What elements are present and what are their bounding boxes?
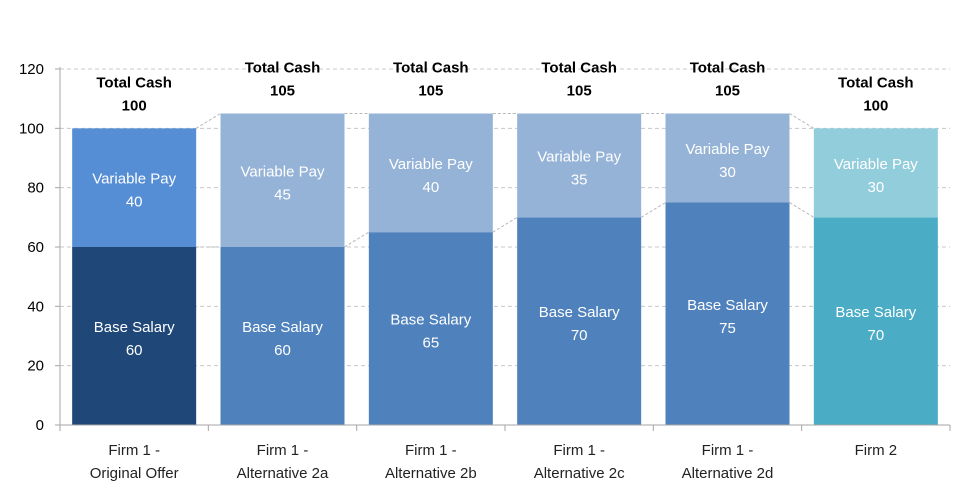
y-tick-label: 120 <box>19 61 44 78</box>
variable-pay-label: Variable Pay <box>241 163 325 180</box>
base-salary-value: 60 <box>126 342 143 359</box>
x-category-label: Original Offer <box>90 465 179 482</box>
x-category-label: Firm 1 - <box>405 442 457 459</box>
axes <box>55 67 951 431</box>
variable-pay-bar <box>813 128 938 218</box>
x-category-label: Alternative 2b <box>385 465 477 482</box>
base-salary-value: 75 <box>719 320 736 337</box>
y-tick-label: 60 <box>27 239 44 256</box>
connector-line <box>344 231 370 248</box>
base-salary-value: 70 <box>867 327 884 344</box>
base-salary-bar <box>665 202 790 425</box>
gridlines <box>60 68 950 367</box>
variable-pay-value: 35 <box>571 171 588 188</box>
total-cash-value: 100 <box>863 97 888 114</box>
variable-pay-bar <box>72 128 197 247</box>
variable-pay-bar <box>368 113 493 233</box>
variable-pay-label: Variable Pay <box>92 171 176 188</box>
x-category-label: Firm 1 - <box>702 442 754 459</box>
x-category-label: Firm 1 - <box>553 442 605 459</box>
variable-pay-label: Variable Pay <box>537 148 621 165</box>
base-salary-bar <box>72 247 197 425</box>
base-salary-value: 65 <box>422 335 439 352</box>
x-category-label: Alternative 2a <box>237 465 329 482</box>
connector-line <box>492 216 518 233</box>
base-salary-bar <box>813 217 938 425</box>
base-salary-label: Base Salary <box>835 304 916 321</box>
variable-pay-value: 45 <box>274 186 291 203</box>
y-tick-label: 40 <box>27 298 44 315</box>
bar-connectors <box>195 113 815 248</box>
connector-line <box>195 113 221 129</box>
x-category-label: Firm 2 <box>855 442 898 459</box>
variable-pay-label: Variable Pay <box>834 156 918 173</box>
x-category-label: Alternative 2c <box>534 465 625 482</box>
x-category-label: Firm 1 - <box>257 442 309 459</box>
variable-pay-label: Variable Pay <box>686 141 770 158</box>
total-cash-value: 105 <box>567 83 592 100</box>
base-salary-bar <box>368 232 493 425</box>
labels: 0 20 40 60 80 100 120 Base Salary 60 Variable Pay… <box>19 60 918 483</box>
bars <box>72 113 938 425</box>
y-tick-label: 20 <box>27 358 44 375</box>
total-cash-label: Total Cash <box>96 74 172 91</box>
base-salary-value: 60 <box>274 342 291 359</box>
base-salary-label: Base Salary <box>94 319 175 336</box>
connector-line <box>640 202 666 218</box>
base-salary-label: Base Salary <box>390 312 471 329</box>
total-cash-value: 105 <box>715 83 740 100</box>
total-cash-value: 105 <box>270 83 295 100</box>
variable-pay-bar <box>220 113 345 247</box>
variable-pay-value: 40 <box>126 194 143 211</box>
variable-pay-bar <box>517 113 642 218</box>
variable-pay-value: 30 <box>867 179 884 196</box>
y-tick-label: 80 <box>27 180 44 197</box>
base-salary-bar <box>220 247 345 425</box>
variable-pay-value: 30 <box>719 164 736 181</box>
variable-pay-label: Variable Pay <box>389 156 473 173</box>
total-cash-value: 105 <box>418 83 443 100</box>
total-cash-label: Total Cash <box>690 60 766 77</box>
total-cash-label: Total Cash <box>541 60 617 77</box>
connector-line <box>789 202 815 218</box>
connector-line <box>789 113 815 129</box>
base-salary-label: Base Salary <box>687 297 768 314</box>
base-salary-value: 70 <box>571 327 588 344</box>
base-salary-label: Base Salary <box>242 319 323 336</box>
base-salary-label: Base Salary <box>539 304 620 321</box>
x-category-label: Firm 1 - <box>108 442 160 459</box>
total-cash-label: Total Cash <box>245 60 321 77</box>
y-tick-label: 100 <box>19 120 44 137</box>
total-cash-label: Total Cash <box>393 60 469 77</box>
base-salary-bar <box>517 217 642 425</box>
variable-pay-bar <box>665 113 790 203</box>
variable-pay-value: 40 <box>422 179 439 196</box>
x-category-label: Alternative 2d <box>682 465 774 482</box>
total-cash-label: Total Cash <box>838 74 914 91</box>
total-cash-value: 100 <box>122 97 147 114</box>
y-tick-label: 0 <box>36 417 44 434</box>
